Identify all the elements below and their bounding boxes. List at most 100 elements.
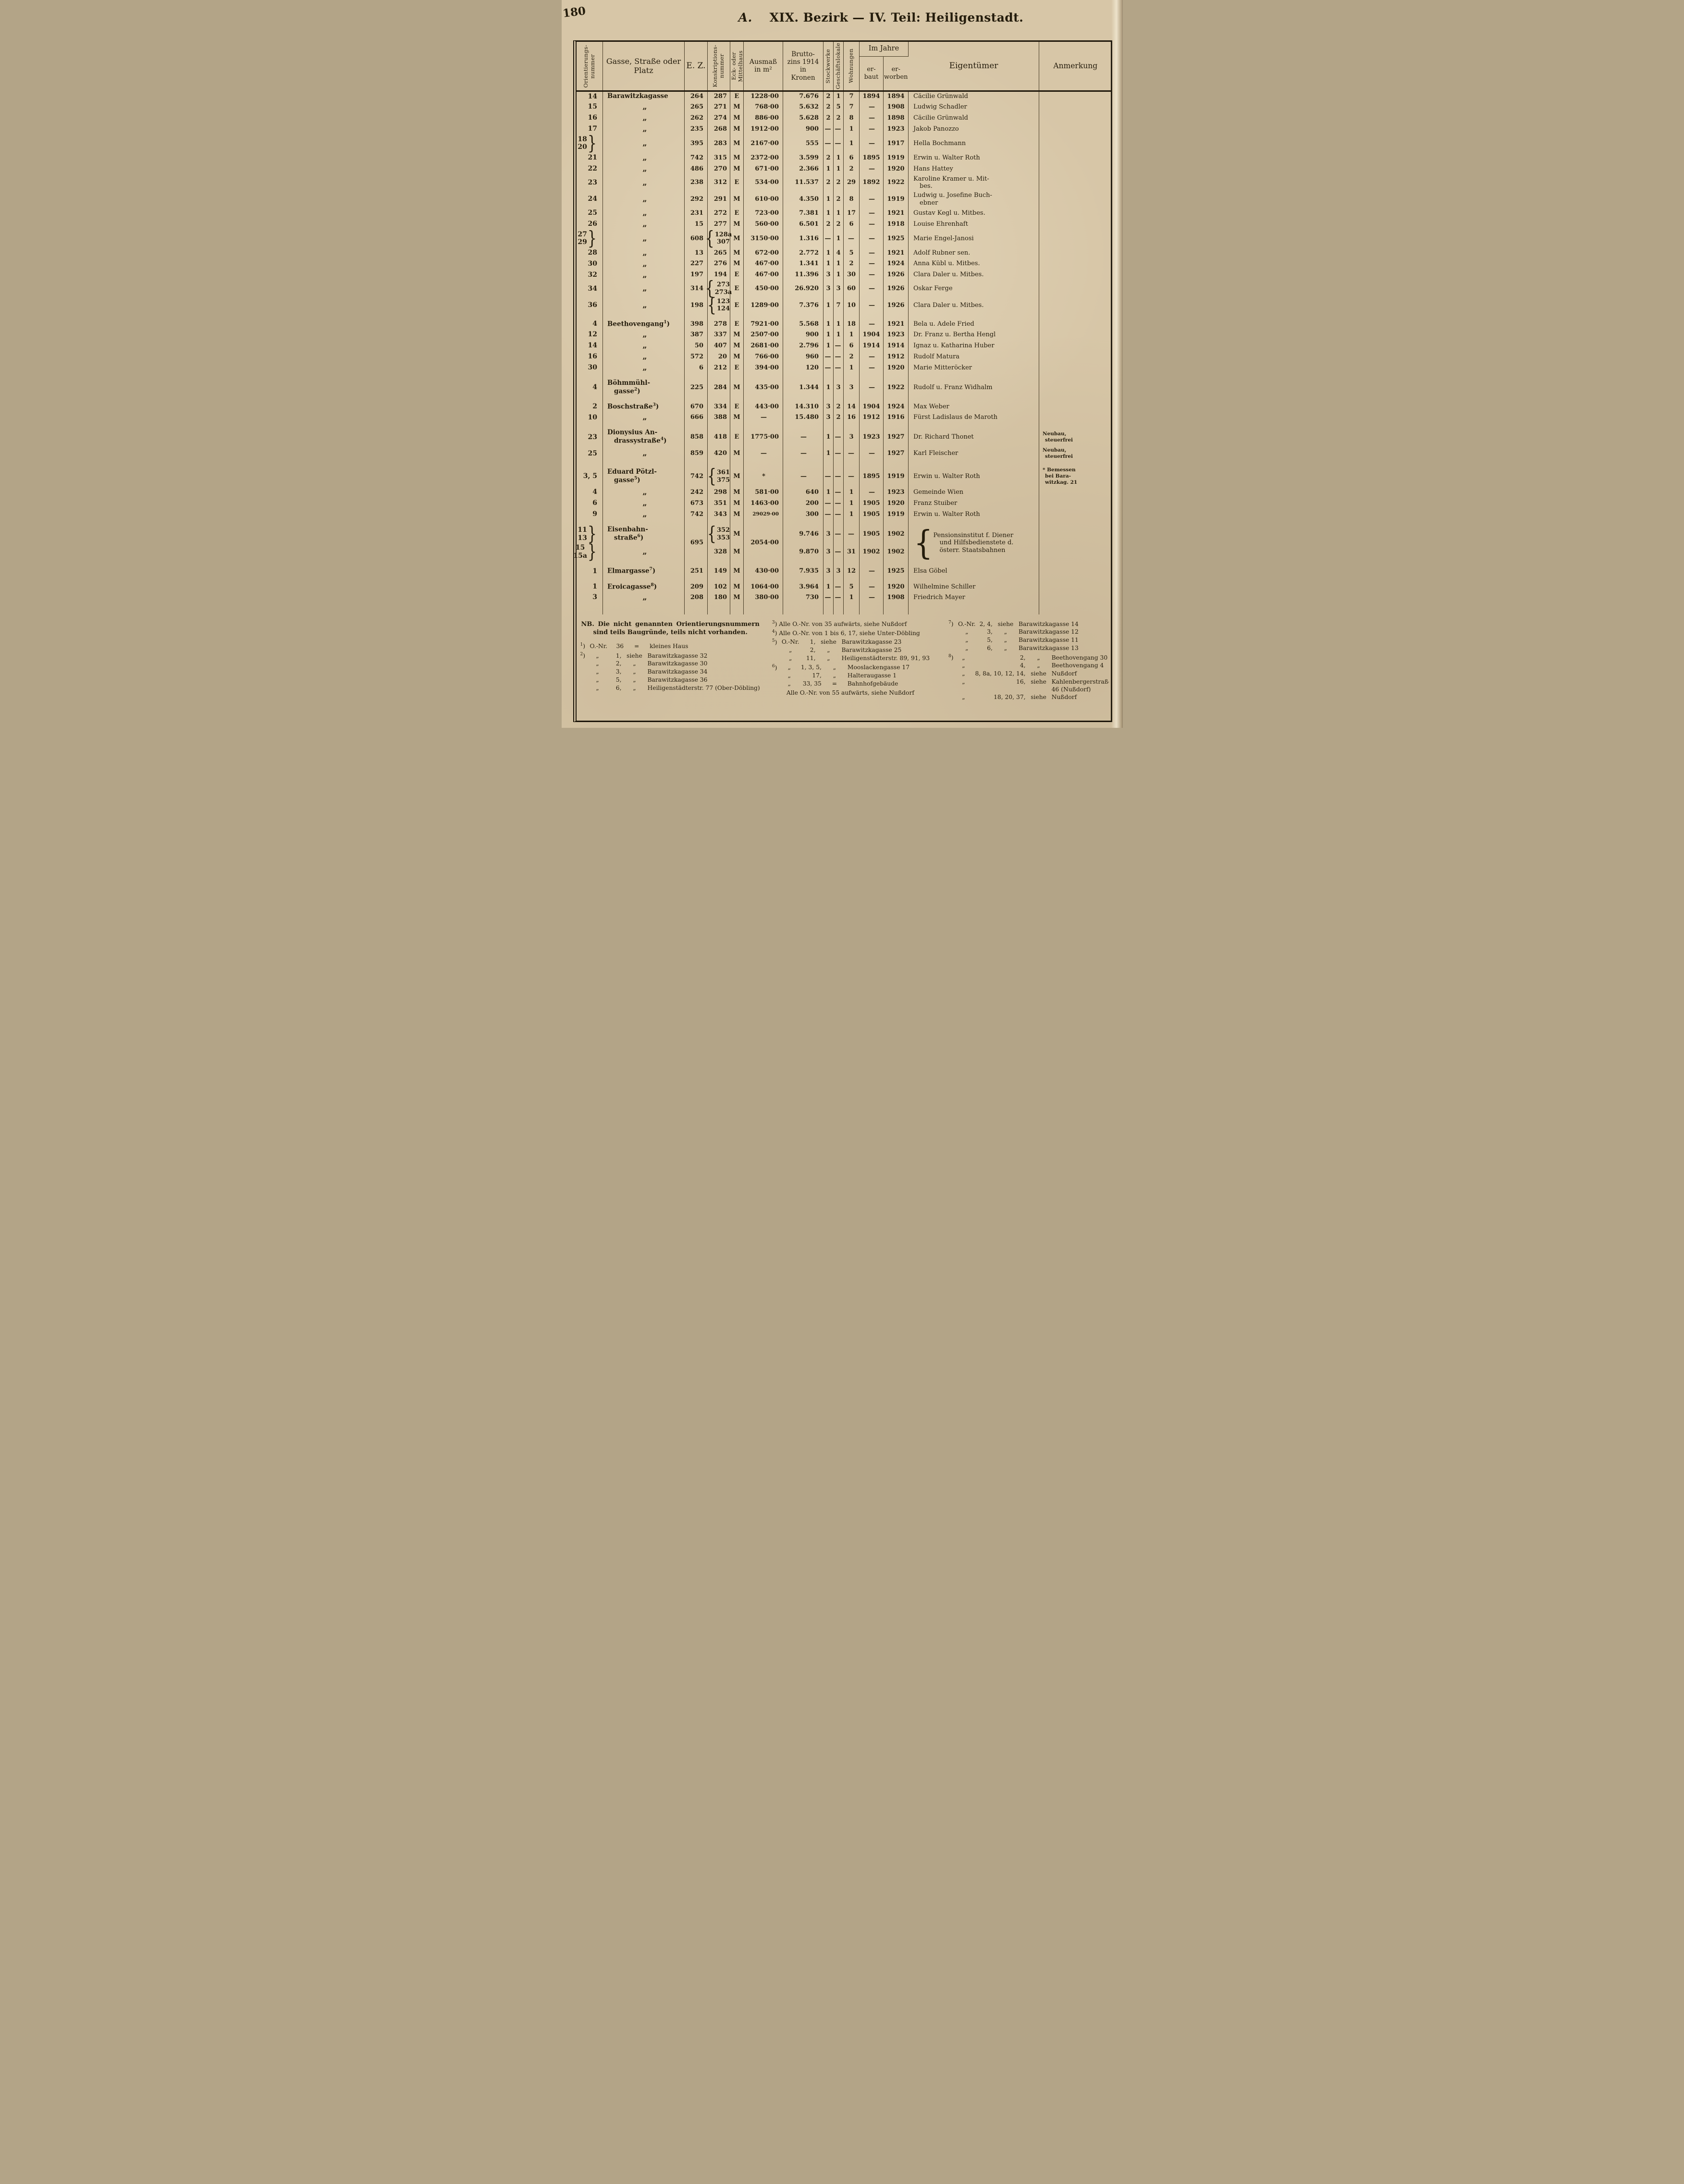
cell-anm [1039, 373, 1112, 396]
cell-onr: 30 [576, 362, 603, 373]
page-title: A. XIX. Bezirk — IV. Teil: Heiligenstadt. [689, 11, 1073, 25]
cell-erw: 1921 [883, 247, 909, 258]
table-row: 26 „ 15 277 M 560·00 6.501 2 2 6—1918 Louise Ehren… [576, 218, 1112, 230]
table-row: 2 Boschstraße3) 670 334 E 443·00 14.310 3 2 14 190… [576, 396, 1112, 412]
cell-onr: 24 [576, 191, 603, 208]
footnote-cell: 11, [806, 654, 816, 662]
footnote-mark: 7 [948, 620, 951, 625]
cell-onr: 16 [576, 351, 603, 362]
footnote-column-1: NB. Die nicht genannten Orientierungsnum… [580, 620, 766, 718]
cell-erb: 1923 [859, 423, 884, 446]
cell-erw: 1927 [883, 446, 909, 461]
cell-bz: 11.396 [783, 269, 824, 281]
cell-bz: 555 [783, 134, 824, 152]
footnote-cell: siehe [1031, 678, 1046, 685]
cell-ge: 3 [833, 280, 844, 297]
cell-bz: — [783, 446, 824, 461]
cell-st: 1 [823, 258, 834, 270]
cell-ge: 2 [833, 412, 844, 423]
cell-ge: — [833, 460, 844, 487]
cell-ge: 1 [833, 229, 844, 247]
cell-ez: 264 [684, 91, 708, 102]
cell-aus: 2054·00 [743, 519, 783, 561]
cell-em: E [730, 269, 744, 281]
cell-aus: 1912·00 [743, 123, 783, 135]
cell-bz: 2.366 [783, 163, 824, 174]
footnote-cell: „ [787, 672, 791, 679]
cell-erb: — [859, 247, 884, 258]
footnote-cell: Mooslackengasse 17 [847, 664, 910, 671]
cell-onr: 6 [576, 498, 603, 509]
footnote-cell: 1, 3, 5, [800, 664, 822, 671]
cell-anm [1039, 509, 1112, 520]
cell-onr: 18 20} [576, 134, 603, 152]
cell-street: „ [602, 329, 685, 341]
table-row: 22 „ 486 270 M 671·00 2.366 1 1 2—1920 Hans Hattey [576, 163, 1112, 174]
cell-wo: 60 [843, 280, 860, 297]
footnote-8: 8) „ 2, „ Beethovengang 30 „ 4, „ Beethovengang … [948, 654, 1109, 702]
cell-ge: — [833, 498, 844, 509]
col-header-konskriptionsnummer: Konskriptions- nummer [707, 42, 730, 92]
cell-street: „ [602, 101, 685, 113]
col-header-stockwerke: Stockwerke [823, 42, 834, 92]
footnote-cell: „ [596, 660, 599, 667]
cell-anm [1039, 314, 1112, 329]
cell-em: M [730, 191, 744, 208]
cell-ez: 398 [684, 313, 708, 330]
cell-em: M [730, 543, 744, 561]
cell-erb: 1905 [859, 509, 884, 520]
footnote-cell: 1, [810, 638, 816, 646]
footnote-cell: Barawitzkagasse 12 [1018, 628, 1079, 636]
cell-onr: 23 [576, 423, 603, 446]
page-number: 180 [562, 4, 586, 20]
cell-ge: — [833, 351, 844, 362]
footnote-row: „ 3, „ Barawitzkagasse 12 [948, 628, 1081, 637]
cell-own: {Pensionsinstitut f. Diener und Hilfsbedi… [908, 519, 1039, 561]
cell-street: „ [602, 543, 685, 561]
cell-aus: 886·00 [743, 112, 783, 124]
cell-onr: 25 [576, 208, 603, 219]
footnote-cell: 2, [1020, 654, 1026, 661]
cell-ge: — [833, 592, 844, 603]
cell-anm [1039, 603, 1112, 614]
table-row: 4 „ 242 298 M 581·00 640 1—1—1923 Gemeinde Wien [576, 487, 1112, 498]
table-row: 3, 5 Eduard Pötzl-gasse5) 742{361 375 M * — — — —… [576, 460, 1112, 487]
footnote-cell: 6, [987, 644, 993, 651]
cell-aus: 3150·00 [743, 229, 783, 247]
cell-own: Fürst Ladislaus de Maroth [908, 412, 1039, 423]
cell-erb: — [859, 123, 884, 135]
cell-bz: 14.310 [783, 396, 824, 412]
cell-kn: 328 [707, 543, 730, 561]
table-row: 11 13} Eisenbahn-straße6) 695{352 353 M 2054·0… [576, 519, 1112, 561]
footnote-3: 3) Alle O.-Nr. von 35 aufwärts, siehe Nu… [772, 620, 907, 628]
cell-aus: 29029·00 [743, 509, 783, 520]
cell-street: „ [602, 134, 685, 152]
cell-street: „ [602, 280, 685, 297]
spacer-row [576, 603, 1112, 615]
cell-own: Ludwig u. Josefine Buch-ebner [908, 191, 1039, 208]
cell-bz: 900 [783, 123, 824, 135]
cell-ge: — [833, 340, 844, 351]
cell-onr: 9 [576, 509, 603, 520]
cell-own: Oskar Ferge [908, 280, 1039, 297]
cell-erw: 1920 [883, 362, 909, 373]
cell-street: Barawitzkagasse [602, 91, 685, 102]
footnote-2: 2) „ 1, siehe Barawitzkagasse 32 „ 2, „ Barawitz… [580, 652, 762, 692]
cell-erb: 1905 [859, 498, 884, 509]
cell-ge: 5 [833, 101, 844, 113]
cell-bz: 200 [783, 498, 824, 509]
footnote-cell: 3, [615, 668, 622, 675]
cell-aus: 671·00 [743, 163, 783, 174]
brace-glyph: { [705, 227, 714, 249]
cell-aus: 534·00 [743, 174, 783, 191]
cell-erw: 1920 [883, 163, 909, 174]
cell-em: M [730, 258, 744, 270]
cell-bz: — [783, 423, 824, 446]
cell-ez: 15 [684, 218, 708, 230]
cell-ge: 2 [833, 174, 844, 191]
cell-own: Rudolf Matura [908, 351, 1039, 362]
cell-aus: 467·00 [743, 258, 783, 270]
cell-erw: 1902 [883, 519, 909, 543]
cell-erw: 1920 [883, 498, 909, 509]
footnote-row: „ 6, „ Heiligenstädterstr. 77 (Ober-Döbling… [580, 684, 762, 692]
